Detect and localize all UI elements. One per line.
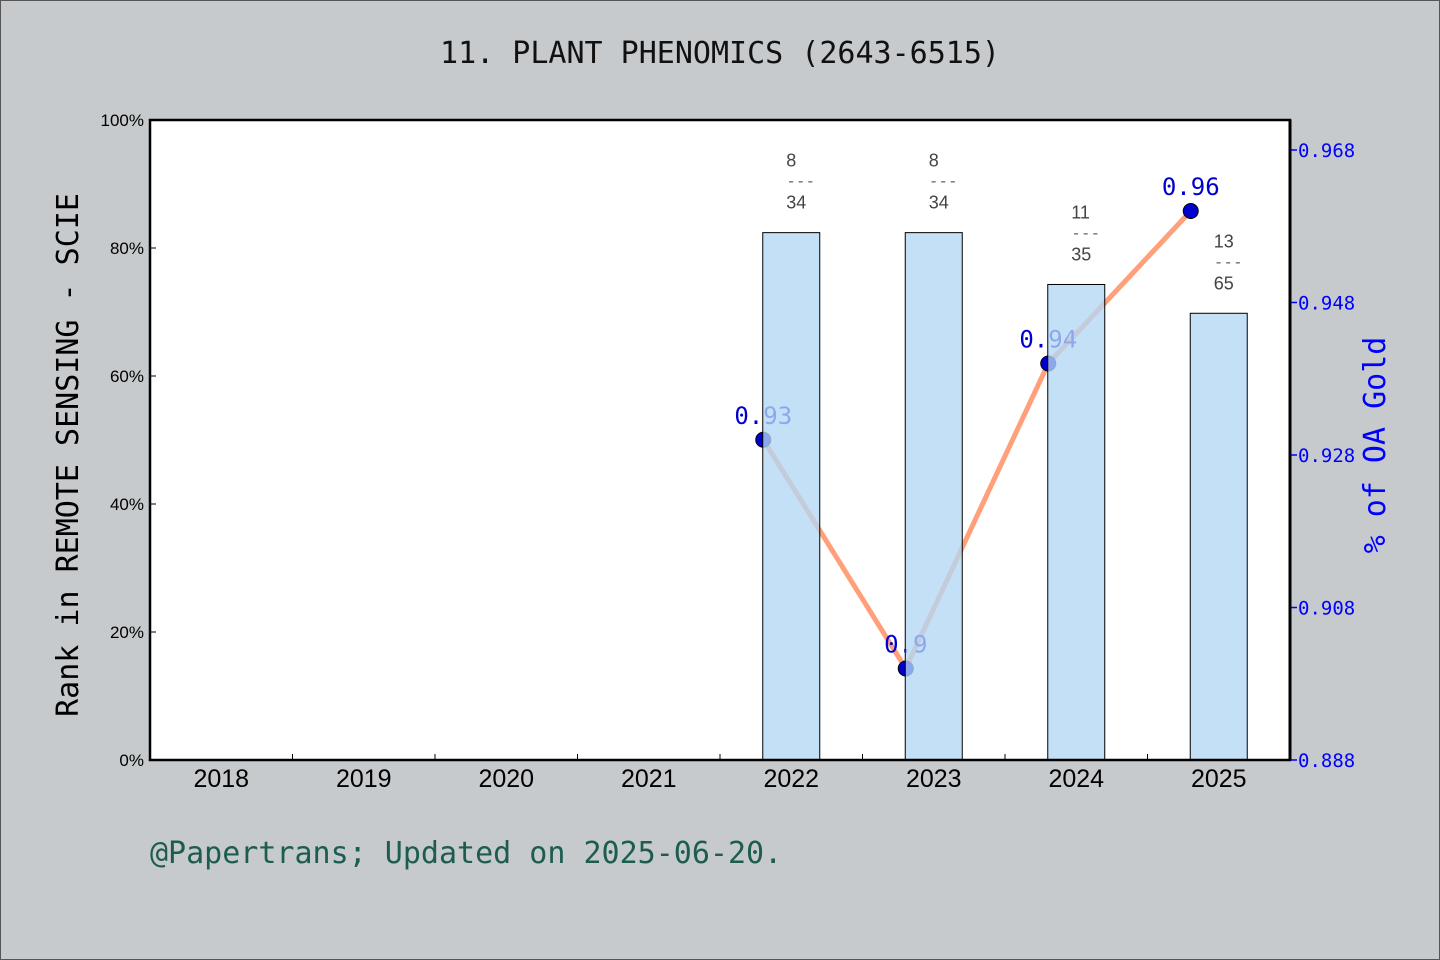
x-tick-label: 2022: [763, 765, 819, 793]
x-tick-label: 2025: [1191, 765, 1247, 793]
plot-area: [150, 120, 1290, 760]
y-tick-label: 100%: [101, 111, 144, 130]
bar: [1047, 283, 1106, 761]
bar-label-denominator: 65: [1214, 273, 1234, 293]
bar-label-numerator: 8: [929, 151, 939, 171]
x-tick-label: 2018: [193, 765, 249, 793]
bar-label-numerator: 13: [1214, 231, 1234, 251]
line-data-label: 0.96: [1162, 173, 1220, 201]
bar-label-numerator: 8: [786, 151, 796, 171]
bar-label-separator: ---: [929, 172, 958, 191]
bar-label-denominator: 34: [786, 193, 806, 213]
x-tick-label: 2021: [621, 765, 677, 793]
y-tick-label: 80%: [110, 239, 144, 258]
x-tick-label: 2024: [1048, 765, 1104, 793]
y-tick-label: 0%: [119, 751, 144, 770]
bar-label-denominator: 35: [1071, 244, 1091, 264]
y2-tick-label: 0.928: [1298, 445, 1355, 467]
bar-label-denominator: 34: [929, 193, 949, 213]
bar: [1189, 312, 1248, 761]
y-tick-label: 20%: [110, 623, 144, 642]
bar-label-separator: ---: [1071, 223, 1100, 242]
x-tick-label: 2023: [906, 765, 962, 793]
bar-label-separator: ---: [786, 172, 815, 191]
line-marker: [1182, 203, 1199, 219]
chart-title: 11. PLANT PHENOMICS (2643-6515): [440, 36, 1000, 71]
y2-tick-label: 0.888: [1298, 750, 1355, 772]
x-tick-label: 2020: [478, 765, 534, 793]
y-axis-title: Rank in REMOTE SENSING - SCIE: [51, 193, 86, 717]
y-tick-label: 40%: [110, 495, 144, 514]
y2-tick-label: 0.968: [1298, 140, 1355, 162]
y-tick-label: 60%: [110, 367, 144, 386]
y2-axis-title: % of OA Gold: [1358, 337, 1393, 554]
bar: [762, 232, 821, 761]
bar-label-numerator: 11: [1071, 202, 1090, 222]
bar: [904, 232, 963, 761]
x-tick-label: 2019: [336, 765, 392, 793]
y2-tick-label: 0.908: [1298, 598, 1355, 620]
y2-tick-label: 0.948: [1298, 293, 1355, 315]
footer-credit: @Papertrans; Updated on 2025-06-20.: [150, 836, 783, 871]
bar-label-separator: ---: [1214, 252, 1243, 271]
